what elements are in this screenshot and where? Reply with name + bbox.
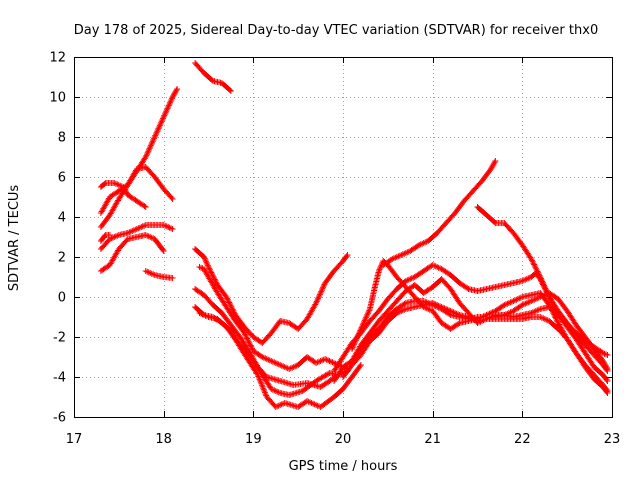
y-tick-label: 8	[58, 131, 66, 146]
data-markers	[142, 268, 176, 281]
x-tick-label: 22	[514, 432, 531, 447]
axis-ticks: 17 18 19 20 21 22 23 -6 -4 -2 0 2 4 6 8 10 12	[49, 51, 620, 448]
series-arc-05	[97, 232, 167, 274]
series-arc-08	[192, 60, 234, 94]
data-markers	[196, 264, 351, 372]
plot-data	[97, 60, 611, 410]
y-tick-label: -6	[53, 411, 66, 426]
series-arc-13	[196, 310, 351, 398]
y-tick-label: 0	[58, 291, 66, 306]
x-tick-label: 21	[424, 432, 441, 447]
data-markers	[97, 222, 176, 252]
y-axis-label: SDTVAR / TECUs	[7, 185, 22, 292]
series-arc-10	[196, 264, 351, 372]
data-markers	[196, 310, 351, 398]
y-tick-label: -4	[53, 371, 66, 386]
series-arc-04	[97, 222, 176, 252]
data-markers	[192, 60, 234, 94]
series-arc-03	[97, 180, 149, 210]
data-markers	[192, 246, 351, 346]
series-arc-19	[380, 158, 499, 268]
y-tick-label: -2	[53, 331, 66, 346]
series-arc-20	[474, 204, 611, 384]
y-tick-label: 10	[49, 91, 66, 106]
series-arc-06	[97, 232, 113, 244]
data-markers	[474, 204, 611, 384]
y-tick-label: 6	[58, 171, 66, 186]
y-tick-label: 12	[49, 51, 66, 66]
x-tick-label: 18	[155, 432, 172, 447]
data-markers	[97, 232, 167, 274]
x-axis-label: GPS time / hours	[289, 459, 398, 474]
x-tick-label: 20	[335, 432, 352, 447]
y-tick-label: 2	[58, 251, 66, 266]
y-tick-label: 4	[58, 211, 66, 226]
x-tick-label: 19	[245, 432, 262, 447]
series-arc-07	[142, 268, 176, 281]
x-tick-label: 23	[604, 432, 621, 447]
series-arc-09	[192, 246, 351, 346]
x-tick-label: 17	[66, 432, 83, 447]
chart-title: Day 178 of 2025, Sidereal Day-to-day VTE…	[74, 23, 598, 38]
data-markers	[97, 180, 149, 210]
data-markers	[97, 232, 113, 244]
data-markers	[380, 158, 499, 268]
